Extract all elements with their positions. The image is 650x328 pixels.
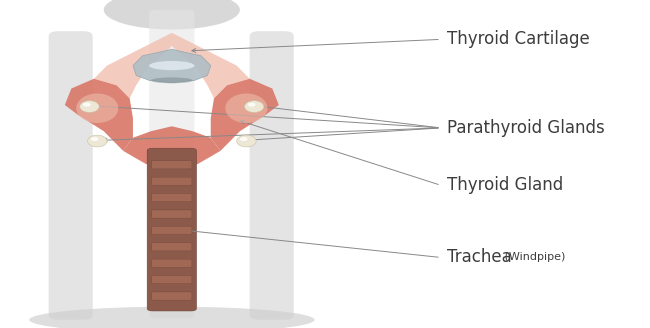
Ellipse shape [83, 103, 91, 107]
Ellipse shape [240, 137, 248, 141]
FancyBboxPatch shape [151, 210, 192, 218]
Polygon shape [133, 49, 211, 83]
FancyBboxPatch shape [151, 243, 192, 251]
FancyBboxPatch shape [151, 177, 192, 185]
Ellipse shape [80, 101, 99, 113]
FancyBboxPatch shape [151, 226, 192, 235]
Ellipse shape [88, 135, 107, 147]
Ellipse shape [149, 61, 194, 70]
Ellipse shape [237, 135, 256, 147]
Ellipse shape [226, 93, 267, 123]
Ellipse shape [76, 93, 118, 123]
Text: Thyroid Gland: Thyroid Gland [447, 176, 564, 194]
FancyBboxPatch shape [151, 276, 192, 284]
Text: Parathyroid Glands: Parathyroid Glands [447, 119, 605, 137]
FancyBboxPatch shape [151, 292, 192, 300]
Text: Thyroid Cartilage: Thyroid Cartilage [447, 31, 590, 48]
Ellipse shape [244, 101, 264, 113]
Polygon shape [65, 79, 133, 151]
FancyBboxPatch shape [49, 31, 93, 320]
FancyBboxPatch shape [250, 31, 294, 320]
Ellipse shape [151, 77, 193, 83]
Ellipse shape [91, 137, 99, 141]
FancyBboxPatch shape [147, 148, 196, 311]
Ellipse shape [248, 103, 255, 107]
Text: (Windpipe): (Windpipe) [501, 253, 566, 262]
Polygon shape [124, 126, 220, 169]
Ellipse shape [104, 0, 240, 30]
FancyBboxPatch shape [149, 10, 194, 318]
Polygon shape [94, 33, 250, 98]
FancyBboxPatch shape [151, 161, 192, 169]
FancyBboxPatch shape [151, 259, 192, 267]
Ellipse shape [29, 307, 315, 328]
FancyBboxPatch shape [151, 194, 192, 202]
Polygon shape [211, 79, 279, 151]
Text: Trachea: Trachea [447, 249, 512, 266]
